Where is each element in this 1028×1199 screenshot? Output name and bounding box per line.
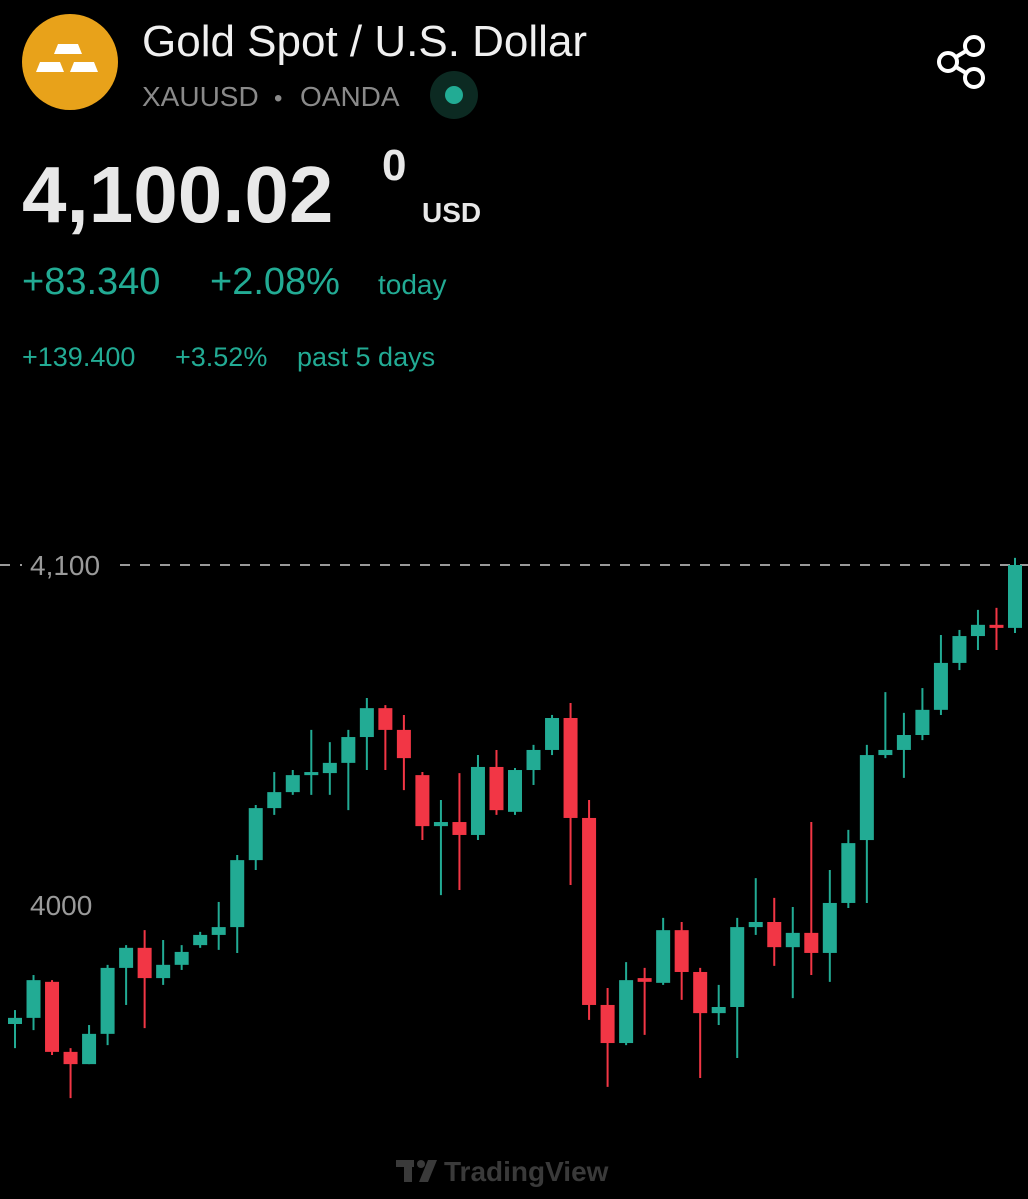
change-5d-percent: +3.52% [175, 342, 267, 372]
candle-body [619, 980, 634, 1044]
candle-body [341, 737, 356, 763]
candle-body [952, 636, 967, 663]
price: 4,100.02 [22, 150, 333, 239]
change-period: today [378, 269, 447, 300]
candle-body [100, 967, 115, 1034]
candle-body [822, 902, 837, 953]
candle-body [415, 775, 430, 827]
candle-body [63, 1051, 78, 1065]
candle-body [600, 1004, 615, 1044]
separator: • [274, 85, 282, 112]
candle-body [915, 709, 930, 735]
candle-body [730, 927, 745, 1007]
candle-body [526, 749, 541, 771]
candle-body [119, 947, 134, 968]
candle-body [452, 822, 467, 835]
candle-body [285, 775, 300, 793]
candle-body [841, 843, 856, 903]
candle-body [933, 662, 948, 710]
candle-body [359, 708, 374, 738]
candle-body [211, 927, 226, 935]
candle-body [859, 755, 874, 841]
change-5d: +139.400 [22, 342, 135, 372]
watermark-logo [396, 1160, 437, 1182]
candle-body [878, 749, 893, 756]
candle-body [563, 718, 578, 818]
candle-body [674, 930, 689, 972]
candle-body [137, 947, 152, 979]
candle-body [637, 978, 652, 982]
candle-body [767, 922, 782, 948]
y-tick-label-background [22, 547, 118, 583]
y-tick-label: 4,100 [30, 550, 100, 581]
candle-body [804, 932, 819, 953]
candle-body [193, 934, 208, 946]
candle-body [8, 1017, 22, 1024]
chart: 4000 4,100 [0, 547, 1028, 1099]
candle-body [230, 860, 245, 928]
candle-body [1008, 565, 1022, 628]
symbol: XAUUSD [142, 81, 259, 112]
candle-body [693, 971, 708, 1014]
candle-body [711, 1007, 726, 1014]
change-percent: +2.08% [210, 261, 340, 303]
live-indicator [430, 71, 478, 119]
logo [22, 14, 118, 110]
candle-body [582, 817, 597, 1005]
change-5d-period: past 5 days [297, 342, 435, 372]
candle-body [508, 770, 522, 812]
candle-body [989, 624, 1004, 628]
candle-body [267, 792, 282, 809]
share-button[interactable] [937, 35, 985, 89]
candle-body [378, 708, 393, 730]
candle-body [489, 766, 504, 811]
y-tick-label: 4000 [30, 890, 92, 921]
title: Gold Spot / U.S. Dollar [142, 17, 587, 66]
watermark: TradingView [444, 1156, 609, 1187]
change: +83.340 [22, 261, 160, 303]
candle-body [248, 808, 263, 861]
candle-body [174, 951, 189, 965]
candle-body [545, 718, 560, 750]
candle-body [304, 772, 319, 776]
candle-body [970, 624, 985, 637]
candle-body [896, 735, 911, 750]
candle-body [156, 964, 171, 979]
candle-body [26, 980, 41, 1018]
price-superscript: 0 [382, 141, 406, 190]
candle-body [748, 922, 763, 928]
exchange: OANDA [300, 81, 400, 112]
y-tick-label-background [22, 887, 118, 923]
candle-body [656, 930, 671, 983]
candle-body [785, 932, 800, 948]
candle-body [433, 822, 448, 827]
candle-body [322, 762, 337, 774]
candle-body [45, 981, 60, 1052]
currency: USD [422, 197, 481, 228]
candle-body [470, 766, 485, 835]
candle-body [396, 729, 411, 759]
candle-body [82, 1033, 97, 1065]
